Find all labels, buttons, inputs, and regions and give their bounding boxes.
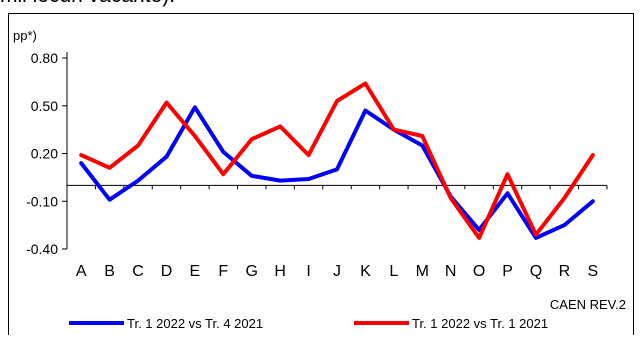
series-lines <box>79 81 595 240</box>
data-point <box>80 154 82 156</box>
data-point <box>592 200 594 202</box>
data-point <box>364 82 366 84</box>
data-point <box>80 162 82 164</box>
data-point <box>222 173 224 175</box>
legend-label: Tr. 1 2022 vs Tr. 1 2021 <box>412 316 548 331</box>
legend: Tr. 1 2022 vs Tr. 4 2021 Tr. 1 2022 vs Tr… <box>69 316 548 331</box>
data-point <box>478 237 480 239</box>
page-caption: mii locuri vacante). <box>0 0 643 8</box>
data-point <box>279 125 281 127</box>
y-axis-label: pp*) <box>13 28 37 43</box>
x-axis-label: CAEN REV.2 <box>550 297 626 312</box>
data-point <box>308 178 310 180</box>
x-tick-label: C <box>132 263 144 280</box>
series-line-2 <box>79 81 595 240</box>
data-point <box>478 229 480 231</box>
data-point <box>194 106 196 108</box>
data-point <box>421 145 423 147</box>
x-tick-label: H <box>274 263 286 280</box>
y-tick-label: 0.50 <box>31 98 58 114</box>
x-tick-label: F <box>218 263 228 280</box>
data-point <box>308 154 310 156</box>
data-point <box>563 197 565 199</box>
x-tick-label: L <box>389 263 398 280</box>
x-tick-label: E <box>190 263 201 280</box>
x-tick-label: R <box>559 263 571 280</box>
data-point <box>507 192 509 194</box>
x-tick-label: Q <box>530 263 542 280</box>
data-point <box>194 135 196 137</box>
x-tick-label: A <box>76 263 87 280</box>
data-point <box>251 138 253 140</box>
x-tick-label: J <box>333 263 341 280</box>
x-tick-label: B <box>104 263 115 280</box>
data-point <box>109 199 111 201</box>
data-point <box>592 154 594 156</box>
x-tick-label: M <box>416 263 429 280</box>
data-point <box>421 135 423 137</box>
data-point <box>364 110 366 112</box>
data-point <box>109 167 111 169</box>
data-point <box>563 224 565 226</box>
data-point <box>137 145 139 147</box>
y-tick-label: 0.20 <box>31 146 58 162</box>
data-point <box>535 234 537 236</box>
x-tick-label: I <box>306 263 310 280</box>
legend-label: Tr. 1 2022 vs Tr. 4 2021 <box>127 316 263 331</box>
data-point <box>165 102 167 104</box>
x-tick-label: G <box>246 263 258 280</box>
y-axis: 0.80 0.50 0.20 -0.10 -0.40 <box>26 50 68 257</box>
x-tick-label: D <box>161 263 173 280</box>
data-point <box>450 197 452 199</box>
data-point <box>279 180 281 182</box>
data-point <box>222 151 224 153</box>
data-point <box>137 180 139 182</box>
data-point <box>507 173 509 175</box>
x-tick-label: P <box>502 263 513 280</box>
x-tick-label: N <box>445 263 457 280</box>
x-tick-label: K <box>360 263 371 280</box>
data-point <box>535 237 537 239</box>
data-point <box>251 175 253 177</box>
x-tick-label: S <box>587 263 598 280</box>
data-point <box>336 100 338 102</box>
x-tick-label: O <box>473 263 485 280</box>
y-tick-label: -0.10 <box>26 193 58 209</box>
series-line-1 <box>79 105 595 240</box>
data-point <box>165 156 167 158</box>
data-point <box>393 129 395 131</box>
y-tick-label: -0.40 <box>26 241 58 257</box>
y-tick-label: 0.80 <box>31 50 58 66</box>
data-point <box>336 168 338 170</box>
